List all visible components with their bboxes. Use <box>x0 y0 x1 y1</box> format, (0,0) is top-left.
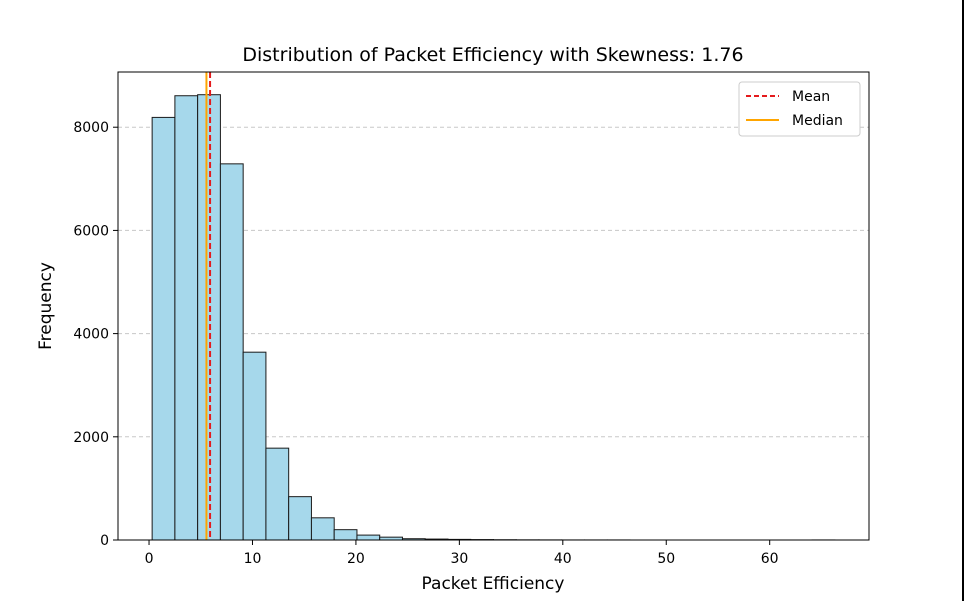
y-tick-label: 4000 <box>73 327 109 343</box>
histogram-bar <box>198 95 221 540</box>
histogram-bar <box>266 448 289 540</box>
chart-title: Distribution of Packet Efficiency with S… <box>242 44 743 66</box>
x-tick-label: 60 <box>761 551 779 567</box>
y-axis-ticks: 0 2000 4000 6000 8000 <box>73 120 118 549</box>
x-tick-label: 20 <box>347 551 365 567</box>
histogram-bars <box>152 95 835 540</box>
x-tick-label: 30 <box>450 551 468 567</box>
x-tick-label: 50 <box>657 551 675 567</box>
x-tick-label: 0 <box>145 551 154 567</box>
histogram-bar <box>289 497 312 540</box>
histogram-bar <box>152 117 175 540</box>
legend: Mean Median <box>739 82 860 136</box>
histogram-bar <box>357 535 380 540</box>
histogram-bar <box>243 352 266 540</box>
window-edge-divider <box>962 0 964 601</box>
x-axis-label: Packet Efficiency <box>422 574 565 594</box>
histogram-bar <box>334 530 357 540</box>
histogram-bar <box>311 518 334 540</box>
y-tick-label: 0 <box>100 533 109 549</box>
histogram-bar <box>175 96 198 540</box>
legend-median-label: Median <box>792 113 843 129</box>
legend-mean-label: Mean <box>792 89 830 105</box>
y-axis-label: Frequency <box>36 262 56 350</box>
x-tick-label: 10 <box>244 551 262 567</box>
y-tick-label: 8000 <box>73 120 109 136</box>
x-axis-ticks: 0 10 20 30 40 50 60 <box>145 540 779 567</box>
x-tick-label: 40 <box>554 551 572 567</box>
histogram-bar <box>220 164 243 540</box>
y-tick-label: 2000 <box>73 430 109 446</box>
y-tick-label: 6000 <box>73 223 109 239</box>
